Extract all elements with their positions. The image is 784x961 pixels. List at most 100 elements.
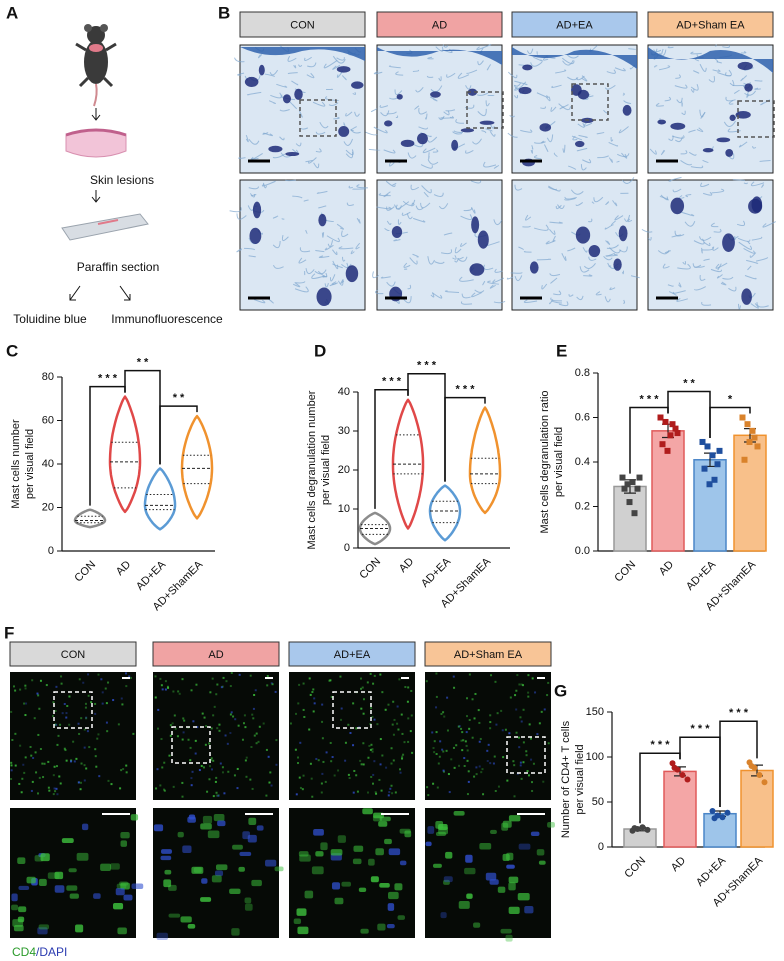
fiber: [245, 134, 249, 143]
signal: [478, 740, 481, 743]
fiber: [380, 110, 390, 117]
signal: [347, 723, 350, 726]
signal: [275, 739, 278, 742]
cell: [391, 226, 403, 239]
signal: [322, 760, 325, 763]
fiber: [434, 261, 445, 264]
signal: [442, 750, 445, 753]
signal: [232, 844, 243, 850]
signal: [298, 776, 301, 779]
signal: [464, 740, 467, 743]
fiber: [440, 117, 453, 119]
signal: [37, 733, 40, 736]
fiber: [343, 138, 354, 146]
signal: [466, 697, 469, 700]
data-point: [716, 447, 723, 454]
signal: [94, 755, 97, 758]
signal: [39, 679, 42, 682]
signal: [155, 787, 158, 790]
fiber: [628, 48, 636, 50]
fiber: [567, 247, 576, 252]
signal: [360, 928, 369, 934]
fiber: [627, 218, 633, 223]
cell: [588, 244, 601, 258]
signal: [258, 725, 261, 728]
signal: [457, 725, 460, 728]
signal: [10, 761, 13, 764]
micrograph: [425, 808, 555, 942]
fiber: [234, 57, 245, 63]
signal: [243, 714, 246, 717]
cell: [258, 64, 265, 76]
signal: [94, 702, 97, 705]
signal: [453, 766, 456, 769]
signal: [156, 932, 168, 940]
fiber: [749, 252, 757, 258]
fiber: [550, 297, 562, 302]
zoom-box: [466, 91, 504, 129]
signal: [256, 825, 264, 831]
signal: [182, 845, 192, 854]
signal: [209, 758, 212, 761]
fiber: [672, 290, 686, 294]
significance-bracket: [719, 720, 758, 807]
fiber: [272, 153, 286, 159]
signal: [438, 755, 441, 758]
group-header: [376, 11, 503, 38]
signal: [12, 919, 24, 927]
signal: [312, 688, 315, 691]
panel-label: G: [554, 681, 567, 700]
signal: [522, 741, 525, 744]
signal: [542, 780, 545, 783]
signal: [68, 695, 71, 698]
fiber: [654, 65, 658, 68]
cell: [316, 287, 332, 307]
signal: [427, 794, 430, 797]
signal: [196, 726, 199, 729]
signal: [359, 759, 362, 762]
bar: [703, 812, 737, 848]
data-point: [674, 430, 681, 437]
signal: [275, 763, 278, 766]
cell: [294, 88, 303, 100]
signal: [129, 676, 132, 679]
fiber: [383, 149, 396, 154]
signal: [516, 674, 519, 677]
signal: [59, 782, 62, 785]
signal: [231, 928, 240, 936]
signal: [266, 674, 269, 677]
fiber: [427, 136, 438, 143]
fiber: [555, 204, 562, 210]
fiber: [238, 156, 246, 159]
fiber: [332, 64, 341, 70]
signal: [201, 712, 204, 715]
signal: [206, 790, 209, 793]
signal: [169, 734, 172, 737]
fiber: [738, 141, 748, 148]
fiber: [690, 51, 702, 55]
data-point: [749, 427, 756, 434]
signal: [527, 691, 530, 694]
signal: [65, 712, 68, 715]
fiber: [641, 228, 653, 233]
fiber: [442, 44, 449, 48]
fiber: [229, 207, 242, 213]
fiber: [459, 276, 474, 282]
signal: [516, 772, 519, 775]
signal: [352, 858, 362, 865]
data-point: [761, 779, 768, 786]
fiber: [305, 268, 315, 275]
signal: [475, 766, 478, 769]
data-point: [624, 481, 631, 488]
signal: [244, 903, 253, 911]
signal: [355, 774, 358, 777]
panel-label: B: [218, 3, 230, 22]
fiber: [685, 194, 692, 198]
signal: [433, 740, 436, 743]
panel-label: F: [4, 623, 14, 642]
cell: [751, 196, 763, 213]
signal: [168, 913, 181, 918]
signal: [224, 734, 227, 737]
signal: [169, 724, 172, 727]
fiber: [693, 286, 706, 291]
